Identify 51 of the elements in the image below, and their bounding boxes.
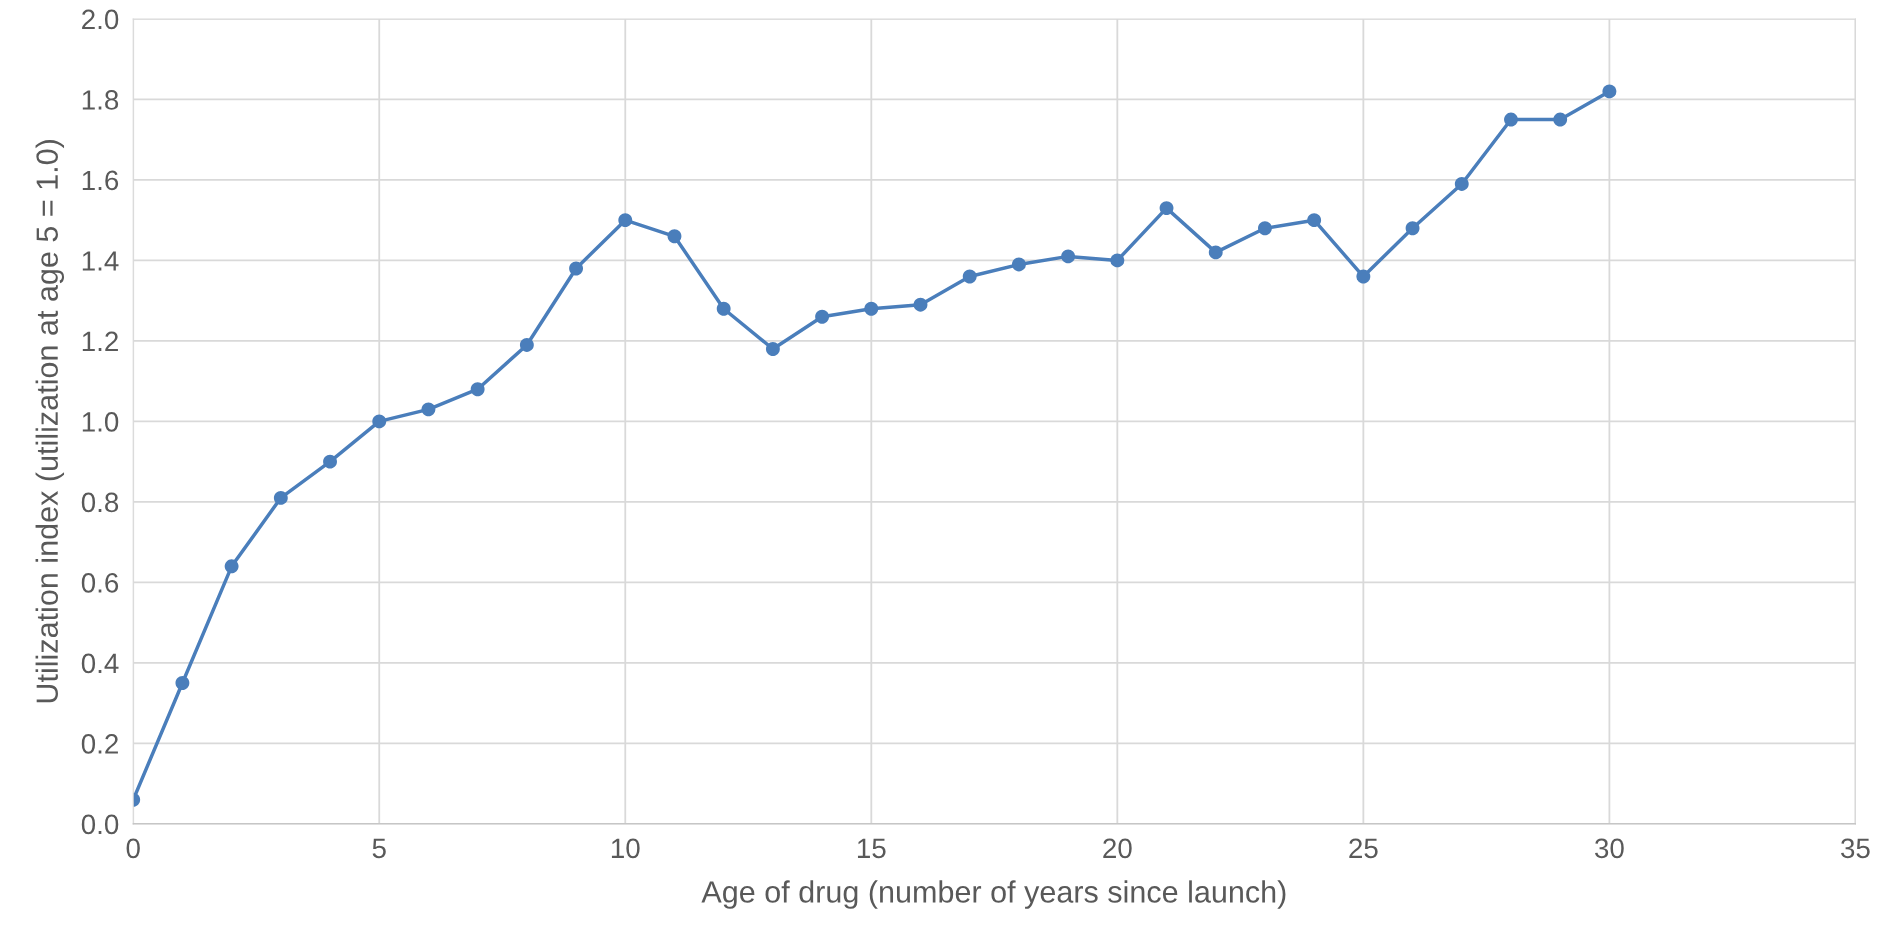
x-axis-title: Age of drug (number of years since launch) bbox=[701, 880, 1286, 909]
point bbox=[667, 229, 682, 244]
y-tick-label: 0.0 bbox=[81, 814, 119, 835]
point bbox=[569, 261, 584, 276]
point bbox=[273, 490, 288, 505]
y-tick-label: 0.6 bbox=[81, 573, 119, 593]
x-tick-label: 35 bbox=[1841, 838, 1870, 859]
point bbox=[618, 213, 633, 228]
x-tick-label: 30 bbox=[1595, 838, 1624, 859]
x-tick-label: 0 bbox=[126, 838, 140, 859]
point bbox=[962, 269, 977, 284]
point bbox=[864, 301, 879, 316]
point bbox=[372, 414, 387, 429]
point bbox=[1159, 201, 1174, 216]
point bbox=[765, 342, 780, 356]
point bbox=[323, 454, 337, 469]
x-tick-label: 15 bbox=[857, 838, 886, 859]
y-tick-label: 1.2 bbox=[82, 331, 118, 351]
point bbox=[519, 338, 534, 352]
point bbox=[815, 309, 830, 324]
y-tick-label: 0.8 bbox=[81, 492, 119, 513]
x-tick-label: 10 bbox=[611, 838, 640, 859]
point bbox=[421, 402, 436, 417]
y-tick-label: 1.8 bbox=[82, 90, 119, 110]
y-tick-label: 0.4 bbox=[81, 653, 119, 674]
point bbox=[1258, 221, 1272, 236]
x-tick-label: 5 bbox=[372, 838, 386, 859]
y-axis-title: Utilization index (utilization at age 5 = 1.0) bbox=[35, 140, 65, 703]
point bbox=[1208, 245, 1223, 260]
y-tick-label: 1.0 bbox=[82, 412, 119, 432]
y-tick-label: 1.6 bbox=[82, 170, 119, 191]
x-tick-label: 25 bbox=[1349, 838, 1378, 859]
y-tick-label: 1.4 bbox=[82, 251, 119, 271]
y-tick-label: 2.0 bbox=[82, 9, 119, 30]
point bbox=[913, 297, 928, 312]
y-tick-label: 0.2 bbox=[81, 734, 118, 754]
point bbox=[1011, 257, 1026, 272]
point bbox=[470, 382, 485, 397]
point bbox=[1356, 269, 1371, 284]
point bbox=[1553, 112, 1568, 127]
point bbox=[1110, 253, 1125, 268]
point bbox=[224, 559, 239, 574]
point bbox=[1061, 249, 1076, 264]
point bbox=[175, 676, 190, 690]
point bbox=[1454, 177, 1469, 191]
point bbox=[1602, 84, 1617, 99]
x-tick-label: 20 bbox=[1103, 838, 1132, 859]
point bbox=[716, 301, 731, 316]
point bbox=[1307, 213, 1322, 228]
point bbox=[1405, 221, 1420, 236]
point bbox=[1504, 112, 1518, 127]
